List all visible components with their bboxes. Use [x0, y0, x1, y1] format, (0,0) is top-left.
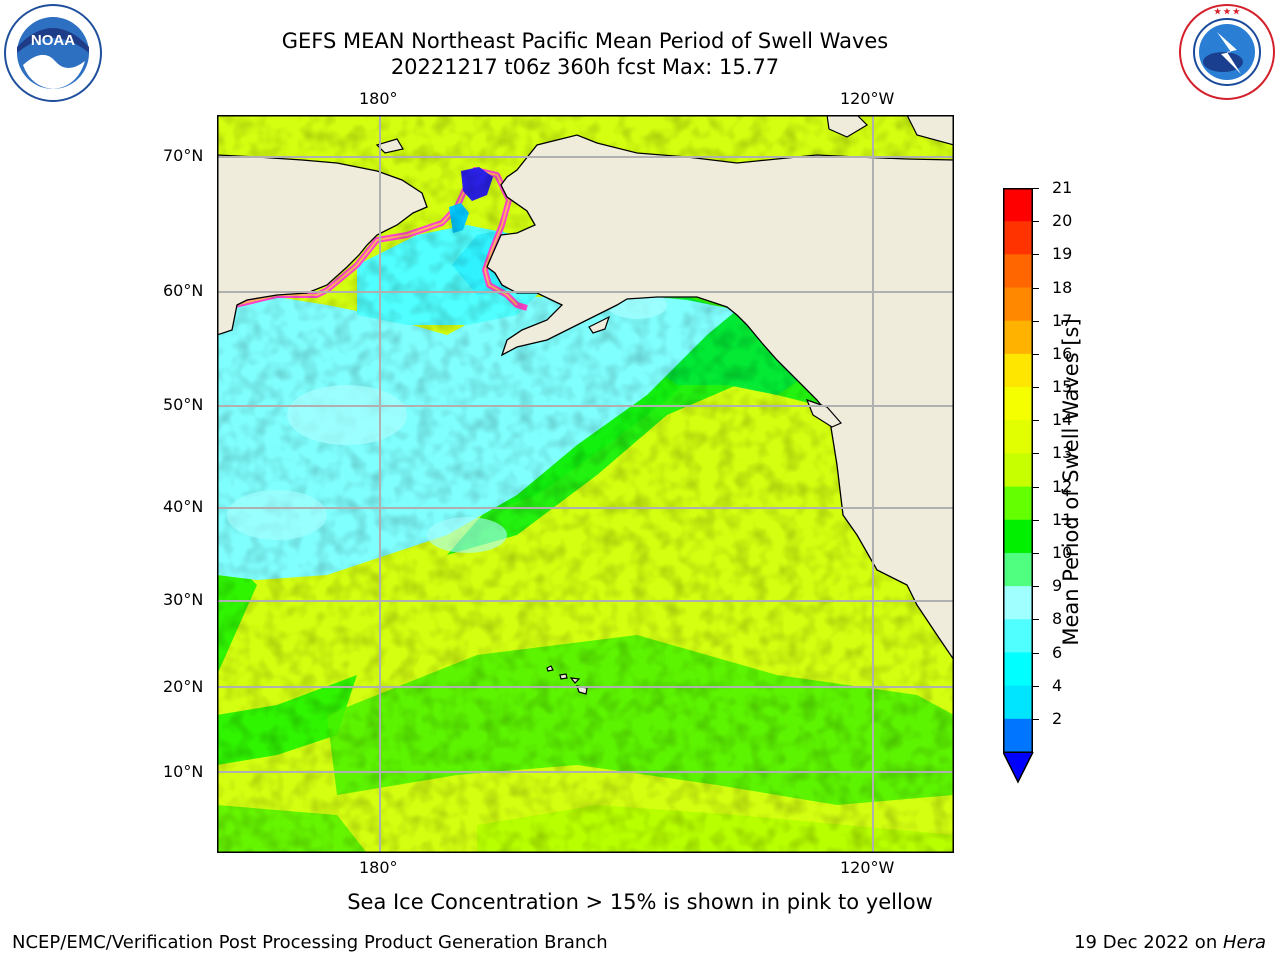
- colorbar-tick-label: 17: [1052, 310, 1073, 330]
- colorbar-tick-mark: [1033, 652, 1039, 654]
- colorbar-swatch: [1003, 221, 1033, 255]
- colorbar-tick-mark: [1033, 453, 1039, 455]
- land-siberia: [217, 154, 428, 336]
- land-north-america: [486, 134, 954, 662]
- colorbar-tick-label: 13: [1052, 443, 1073, 463]
- colorbar-tick-label: 11: [1052, 509, 1073, 529]
- noaa-logo: NOAA: [4, 4, 102, 102]
- colorbar-tick-label: 4: [1052, 675, 1063, 695]
- colorbar-tick-mark: [1033, 619, 1039, 621]
- colorbar-tick-mark: [1033, 387, 1039, 389]
- colorbar-tick-mark: [1033, 320, 1039, 322]
- colorbar-tick-label: 12: [1052, 476, 1073, 496]
- colorbar-tick-mark: [1033, 519, 1039, 521]
- colorbar-swatch: [1003, 486, 1033, 521]
- lat-label-60n: 60°N: [163, 281, 204, 300]
- map-frame: [217, 115, 954, 853]
- colorbar-tick-label: 15: [1052, 377, 1073, 397]
- colorbar-tick-label: 9: [1052, 576, 1063, 596]
- colorbar-tick-mark: [1033, 552, 1039, 554]
- colorbar-swatch: [1003, 652, 1033, 687]
- colorbar-swatch: [1003, 320, 1033, 355]
- colorbar-tick-mark: [1033, 586, 1039, 588]
- colorbar-tick-label: 18: [1052, 277, 1073, 297]
- colorbar-tick-mark: [1033, 486, 1039, 488]
- colorbar-tick-label: 14: [1052, 410, 1073, 430]
- colorbar: [1003, 188, 1034, 784]
- svg-text:★ ★ ★: ★ ★ ★: [1214, 7, 1241, 16]
- colorbar-swatch: [1003, 254, 1033, 289]
- lon-label-bottom-120w: 120°W: [840, 858, 895, 877]
- lat-label-30n: 30°N: [163, 590, 204, 609]
- plot-subtitle: 20221217 t06z 360h fcst Max: 15.77: [390, 55, 780, 79]
- colorbar-tick-label: 20: [1052, 211, 1073, 231]
- colorbar-tick-label: 10: [1052, 542, 1073, 562]
- footer-date-text: 19 Dec 2022 on: [1074, 932, 1223, 953]
- colorbar-swatch: [1003, 552, 1033, 587]
- colorbar-tick-label: 8: [1052, 609, 1063, 629]
- colorbar-swatch: [1003, 188, 1033, 222]
- colorbar-swatch: [1003, 685, 1033, 720]
- colorbar-tick-mark: [1033, 221, 1039, 223]
- lat-label-40n: 40°N: [163, 497, 204, 516]
- colorbar-swatch: [1003, 353, 1033, 388]
- footer-branch: NCEP/EMC/Verification Post Processing Pr…: [12, 932, 608, 953]
- footer-date: 19 Dec 2022 on Hera: [1074, 932, 1266, 953]
- colorbar-tick-mark: [1033, 188, 1039, 189]
- colorbar-swatch: [1003, 619, 1033, 654]
- colorbar-tick-label: 16: [1052, 343, 1073, 363]
- lon-label-top-180: 180°: [359, 89, 398, 108]
- swell-period-map: [217, 115, 954, 853]
- nws-logo: ★ ★ ★: [1179, 4, 1275, 100]
- colorbar-swatch: [1003, 586, 1033, 620]
- colorbar-extend-triangle: [1003, 752, 1033, 782]
- lat-label-20n: 20°N: [163, 677, 204, 696]
- graticule: [217, 115, 954, 853]
- colorbar-tick-mark: [1033, 254, 1039, 256]
- lat-label-50n: 50°N: [163, 395, 204, 414]
- colorbar-tick-label: 19: [1052, 244, 1073, 264]
- colorbar-tick-mark: [1033, 420, 1039, 422]
- lat-label-70n: 70°N: [163, 146, 204, 165]
- colorbar-tick-mark: [1033, 353, 1039, 355]
- lon-label-top-120w: 120°W: [840, 89, 895, 108]
- plot-title: GEFS MEAN Northeast Pacific Mean Period …: [281, 29, 889, 53]
- lat-label-10n: 10°N: [163, 762, 204, 781]
- colorbar-tick-mark: [1033, 718, 1039, 720]
- noaa-logo-text: NOAA: [31, 32, 75, 49]
- sea-ice-note: Sea Ice Concentration > 15% is shown in …: [347, 890, 933, 914]
- colorbar-label: Mean Period of Swell Waves [s]: [1059, 318, 1083, 646]
- colorbar-tick-mark: [1033, 685, 1039, 687]
- colorbar-swatch: [1003, 453, 1033, 488]
- colorbar-swatch: [1003, 287, 1033, 322]
- colorbar-swatch: [1003, 519, 1033, 554]
- colorbar-tick-label: 21: [1052, 178, 1073, 197]
- colorbar-swatch: [1003, 420, 1033, 455]
- footer-machine: Hera: [1222, 932, 1266, 953]
- colorbar-swatch: [1003, 387, 1033, 421]
- colorbar-swatch: [1003, 718, 1033, 753]
- colorbar-tick-label: 6: [1052, 642, 1063, 662]
- hawaii-island-kauai: [546, 665, 554, 672]
- colorbar-tick-label: 2: [1052, 708, 1063, 728]
- lon-label-bottom-180: 180°: [359, 858, 398, 877]
- colorbar-tick-mark: [1033, 287, 1039, 289]
